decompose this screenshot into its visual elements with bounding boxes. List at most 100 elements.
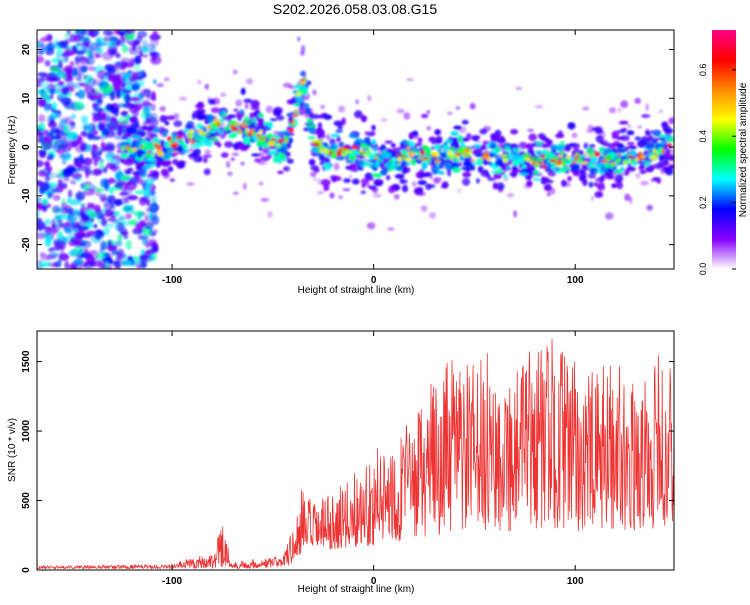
heatmap-noise-cell bbox=[51, 188, 60, 193]
heatmap-track-cell bbox=[146, 174, 154, 178]
heatmap-noise-cell bbox=[38, 114, 46, 124]
heatmap-noise-cell bbox=[92, 115, 98, 124]
heatmap-track-cell bbox=[441, 181, 449, 189]
heatmap-noise-cell bbox=[77, 266, 83, 269]
colorbar-label: Normalized spectral amplitude bbox=[738, 82, 749, 217]
heatmap-noise-cell bbox=[96, 98, 103, 104]
heatmap-noise-cell bbox=[64, 38, 72, 43]
heatmap-track-cell bbox=[136, 149, 145, 155]
heatmap-noise-cell bbox=[152, 244, 159, 254]
heatmap-track-cell bbox=[645, 130, 651, 136]
heatmap-track-cell bbox=[567, 176, 572, 182]
heatmap-noise-cell bbox=[117, 222, 125, 232]
heatmap-track-cell bbox=[444, 162, 452, 170]
heatmap-faint-cell bbox=[406, 78, 414, 82]
heatmap-track-cell bbox=[616, 157, 621, 162]
heatmap-noise-cell bbox=[151, 91, 156, 99]
heatmap-noise-cell bbox=[38, 186, 46, 195]
heatmap-track-cell bbox=[247, 131, 253, 137]
heatmap-noise-cell bbox=[37, 72, 48, 77]
heatmap-noise-cell bbox=[41, 141, 53, 151]
heatmap-track-cell bbox=[604, 163, 610, 169]
heatmap-track-cell bbox=[496, 137, 507, 144]
heatmap-track-cell bbox=[343, 146, 349, 151]
heatmap-track-cell bbox=[244, 130, 248, 135]
heatmap-track-cell bbox=[202, 157, 208, 164]
heatmap-faint-cell bbox=[267, 211, 273, 218]
heatmap-track-cell bbox=[561, 179, 567, 187]
heatmap-track-cell bbox=[194, 137, 202, 141]
heatmap-track-cell bbox=[463, 148, 470, 154]
heatmap-track-cell bbox=[611, 183, 618, 188]
heatmap-track-cell bbox=[658, 134, 668, 138]
heatmap-noise-cell bbox=[83, 41, 90, 48]
heatmap-track-cell bbox=[293, 84, 302, 89]
heatmap-track-cell bbox=[254, 158, 262, 163]
heatmap-noise-cell bbox=[82, 157, 93, 166]
heatmap-noise-cell bbox=[49, 112, 59, 120]
heatmap-noise-cell bbox=[98, 161, 105, 169]
heatmap-noise-cell bbox=[101, 112, 107, 120]
heatmap-track-cell bbox=[277, 138, 284, 144]
heatmap-track-cell bbox=[406, 157, 412, 162]
heatmap-noise-cell bbox=[70, 236, 78, 244]
heatmap-track-cell bbox=[206, 126, 213, 130]
heatmap-track-cell bbox=[580, 166, 586, 175]
heatmap-noise-cell bbox=[116, 92, 121, 99]
x-tick-label: -100 bbox=[162, 275, 182, 286]
heatmap-noise-cell bbox=[101, 128, 110, 136]
heatmap-track-cell bbox=[661, 149, 665, 154]
heatmap-track-cell bbox=[316, 114, 326, 119]
heatmap-noise-cell bbox=[42, 198, 49, 206]
heatmap-track-cell bbox=[599, 175, 604, 183]
heatmap-faint-cell bbox=[227, 171, 233, 176]
heatmap-track-cell bbox=[287, 127, 294, 133]
heatmap-track-cell bbox=[421, 173, 430, 178]
heatmap-noise-cell bbox=[108, 36, 118, 41]
heatmap-track-cell bbox=[368, 185, 377, 190]
heatmap-track-cell bbox=[596, 182, 605, 191]
heatmap-track-cell bbox=[421, 161, 431, 165]
heatmap-track-cell bbox=[555, 133, 565, 139]
heatmap-noise-cell bbox=[44, 160, 50, 168]
heatmap-faint-cell bbox=[426, 126, 432, 131]
heatmap-track-cell bbox=[655, 150, 659, 156]
heatmap-track-cell bbox=[351, 145, 359, 150]
heatmap-noise-cell bbox=[37, 204, 42, 213]
heatmap-track-cell bbox=[401, 184, 409, 193]
heatmap-noise-cell bbox=[40, 91, 49, 100]
heatmap-track-cell bbox=[237, 141, 243, 145]
heatmap-track-cell bbox=[308, 158, 316, 166]
heatmap-noise-cell bbox=[150, 204, 157, 212]
snr-panel: -100 0 100 0 500 1000 1500 Height of straight… bbox=[7, 330, 675, 595]
heatmap-faint-cell bbox=[426, 110, 431, 114]
heatmap-track-cell bbox=[425, 183, 432, 191]
heatmap-noise-cell bbox=[40, 81, 50, 90]
heatmap-track-cell bbox=[134, 119, 140, 128]
heatmap-track-cell bbox=[419, 168, 425, 173]
heatmap-noise-cell bbox=[114, 240, 123, 247]
heatmap-faint-cell bbox=[225, 160, 231, 169]
heatmap-faint-cell bbox=[329, 192, 335, 199]
heatmap-noise-cell bbox=[37, 180, 44, 187]
heatmap-track-cell bbox=[140, 126, 150, 130]
heatmap-track-cell bbox=[186, 134, 194, 139]
heatmap-track-cell bbox=[508, 172, 518, 176]
heatmap-track-cell bbox=[611, 148, 616, 153]
y-tick-label: 20 bbox=[21, 44, 32, 56]
heatmap-noise-cell bbox=[122, 126, 127, 135]
heatmap-faint-cell bbox=[246, 78, 254, 85]
heatmap-track-cell bbox=[172, 158, 179, 165]
heatmap-track-cell bbox=[545, 139, 553, 145]
heatmap-track-cell bbox=[415, 171, 425, 179]
heatmap-track-cell bbox=[626, 130, 635, 136]
heatmap-faint-cell bbox=[513, 210, 517, 218]
heatmap-faint-cell bbox=[546, 192, 551, 197]
heatmap-track-cell bbox=[406, 146, 411, 151]
heatmap-track-cell bbox=[588, 181, 594, 188]
heatmap-track-cell bbox=[277, 170, 284, 174]
heatmap-noise-cell bbox=[49, 246, 60, 252]
heatmap-faint-cell bbox=[231, 152, 240, 156]
heatmap-noise-cell bbox=[100, 196, 108, 203]
